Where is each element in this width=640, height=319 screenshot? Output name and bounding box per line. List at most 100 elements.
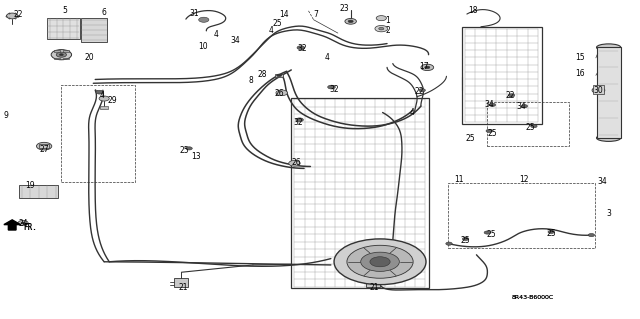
- Text: 14: 14: [279, 11, 289, 19]
- Circle shape: [486, 129, 492, 132]
- Text: 3: 3: [606, 209, 611, 218]
- Text: 34: 34: [484, 100, 495, 109]
- Text: 8R43-B6000C: 8R43-B6000C: [511, 295, 554, 300]
- Circle shape: [421, 64, 434, 70]
- Text: 4: 4: [410, 108, 414, 117]
- Text: 26: 26: [291, 158, 301, 167]
- Circle shape: [379, 27, 384, 30]
- Text: 13: 13: [191, 152, 200, 161]
- Circle shape: [51, 50, 72, 60]
- Circle shape: [592, 87, 605, 93]
- Circle shape: [348, 20, 353, 23]
- Text: 21: 21: [178, 283, 188, 292]
- Text: 8: 8: [248, 76, 253, 85]
- Text: 12: 12: [519, 175, 529, 184]
- Text: 15: 15: [575, 53, 585, 62]
- Text: 17: 17: [420, 62, 429, 71]
- Bar: [174, 278, 188, 286]
- Circle shape: [276, 74, 282, 77]
- Circle shape: [375, 26, 388, 32]
- Text: 32: 32: [330, 85, 339, 94]
- Bar: [291, 98, 429, 288]
- Bar: [462, 27, 541, 124]
- Circle shape: [36, 142, 52, 150]
- Text: 29: 29: [108, 96, 118, 105]
- Circle shape: [198, 17, 209, 22]
- Polygon shape: [4, 220, 20, 230]
- Text: 34: 34: [516, 102, 527, 111]
- Text: 25: 25: [525, 122, 535, 132]
- Circle shape: [297, 46, 305, 50]
- Circle shape: [370, 257, 390, 267]
- Ellipse shape: [596, 134, 621, 141]
- Circle shape: [347, 245, 413, 278]
- Circle shape: [21, 222, 25, 224]
- Text: 32: 32: [298, 44, 307, 54]
- Bar: [47, 18, 80, 40]
- Text: FR.: FR.: [23, 223, 37, 232]
- Text: 5: 5: [62, 6, 67, 15]
- Bar: [54, 50, 60, 51]
- Text: 25: 25: [179, 146, 189, 155]
- Text: 27: 27: [39, 145, 49, 154]
- Text: 25: 25: [273, 19, 282, 28]
- Bar: [100, 106, 108, 109]
- Text: 4: 4: [325, 53, 330, 62]
- Text: 34: 34: [230, 36, 241, 45]
- Text: 25: 25: [466, 134, 476, 143]
- Text: 32: 32: [293, 117, 303, 127]
- Bar: [54, 57, 60, 59]
- Text: 25: 25: [487, 129, 497, 138]
- Circle shape: [186, 147, 192, 150]
- Text: 28: 28: [257, 70, 267, 79]
- Text: 4: 4: [100, 92, 104, 100]
- Circle shape: [334, 239, 426, 285]
- Bar: [366, 278, 380, 286]
- Text: 2: 2: [385, 26, 390, 35]
- Circle shape: [508, 94, 515, 97]
- Text: 4: 4: [269, 26, 274, 35]
- Circle shape: [419, 89, 426, 92]
- Text: 25: 25: [461, 236, 470, 245]
- Ellipse shape: [596, 44, 621, 51]
- Circle shape: [276, 90, 287, 96]
- Circle shape: [328, 85, 335, 89]
- Text: 26: 26: [274, 89, 284, 98]
- Circle shape: [489, 103, 495, 107]
- Text: 25: 25: [547, 229, 556, 238]
- Circle shape: [484, 231, 490, 234]
- Text: 22: 22: [13, 11, 23, 19]
- Circle shape: [18, 220, 28, 226]
- Bar: [448, 183, 595, 249]
- Bar: [596, 48, 621, 138]
- Bar: [39, 144, 49, 148]
- Text: 30: 30: [593, 86, 603, 95]
- Circle shape: [99, 96, 109, 101]
- Text: 8R43-B6000C: 8R43-B6000C: [511, 295, 554, 300]
- Bar: [487, 102, 569, 146]
- Text: 6: 6: [102, 8, 106, 17]
- Bar: [275, 74, 283, 77]
- Circle shape: [425, 66, 430, 69]
- Text: 34: 34: [598, 177, 607, 186]
- Text: 21: 21: [370, 283, 380, 292]
- Text: 1: 1: [385, 16, 390, 25]
- Bar: [19, 185, 58, 198]
- Text: 31: 31: [189, 9, 199, 18]
- Circle shape: [296, 118, 303, 122]
- Text: 4: 4: [214, 30, 219, 39]
- Text: 18: 18: [468, 6, 477, 15]
- Bar: [61, 85, 135, 182]
- Text: 9: 9: [4, 111, 9, 120]
- Circle shape: [588, 234, 595, 237]
- Bar: [593, 85, 604, 94]
- Bar: [81, 18, 108, 42]
- Text: 11: 11: [454, 175, 463, 184]
- Circle shape: [6, 13, 18, 19]
- Bar: [63, 57, 69, 59]
- Text: 22: 22: [505, 92, 515, 100]
- Circle shape: [376, 16, 387, 21]
- Circle shape: [548, 230, 554, 234]
- Circle shape: [345, 19, 356, 24]
- Circle shape: [463, 237, 468, 241]
